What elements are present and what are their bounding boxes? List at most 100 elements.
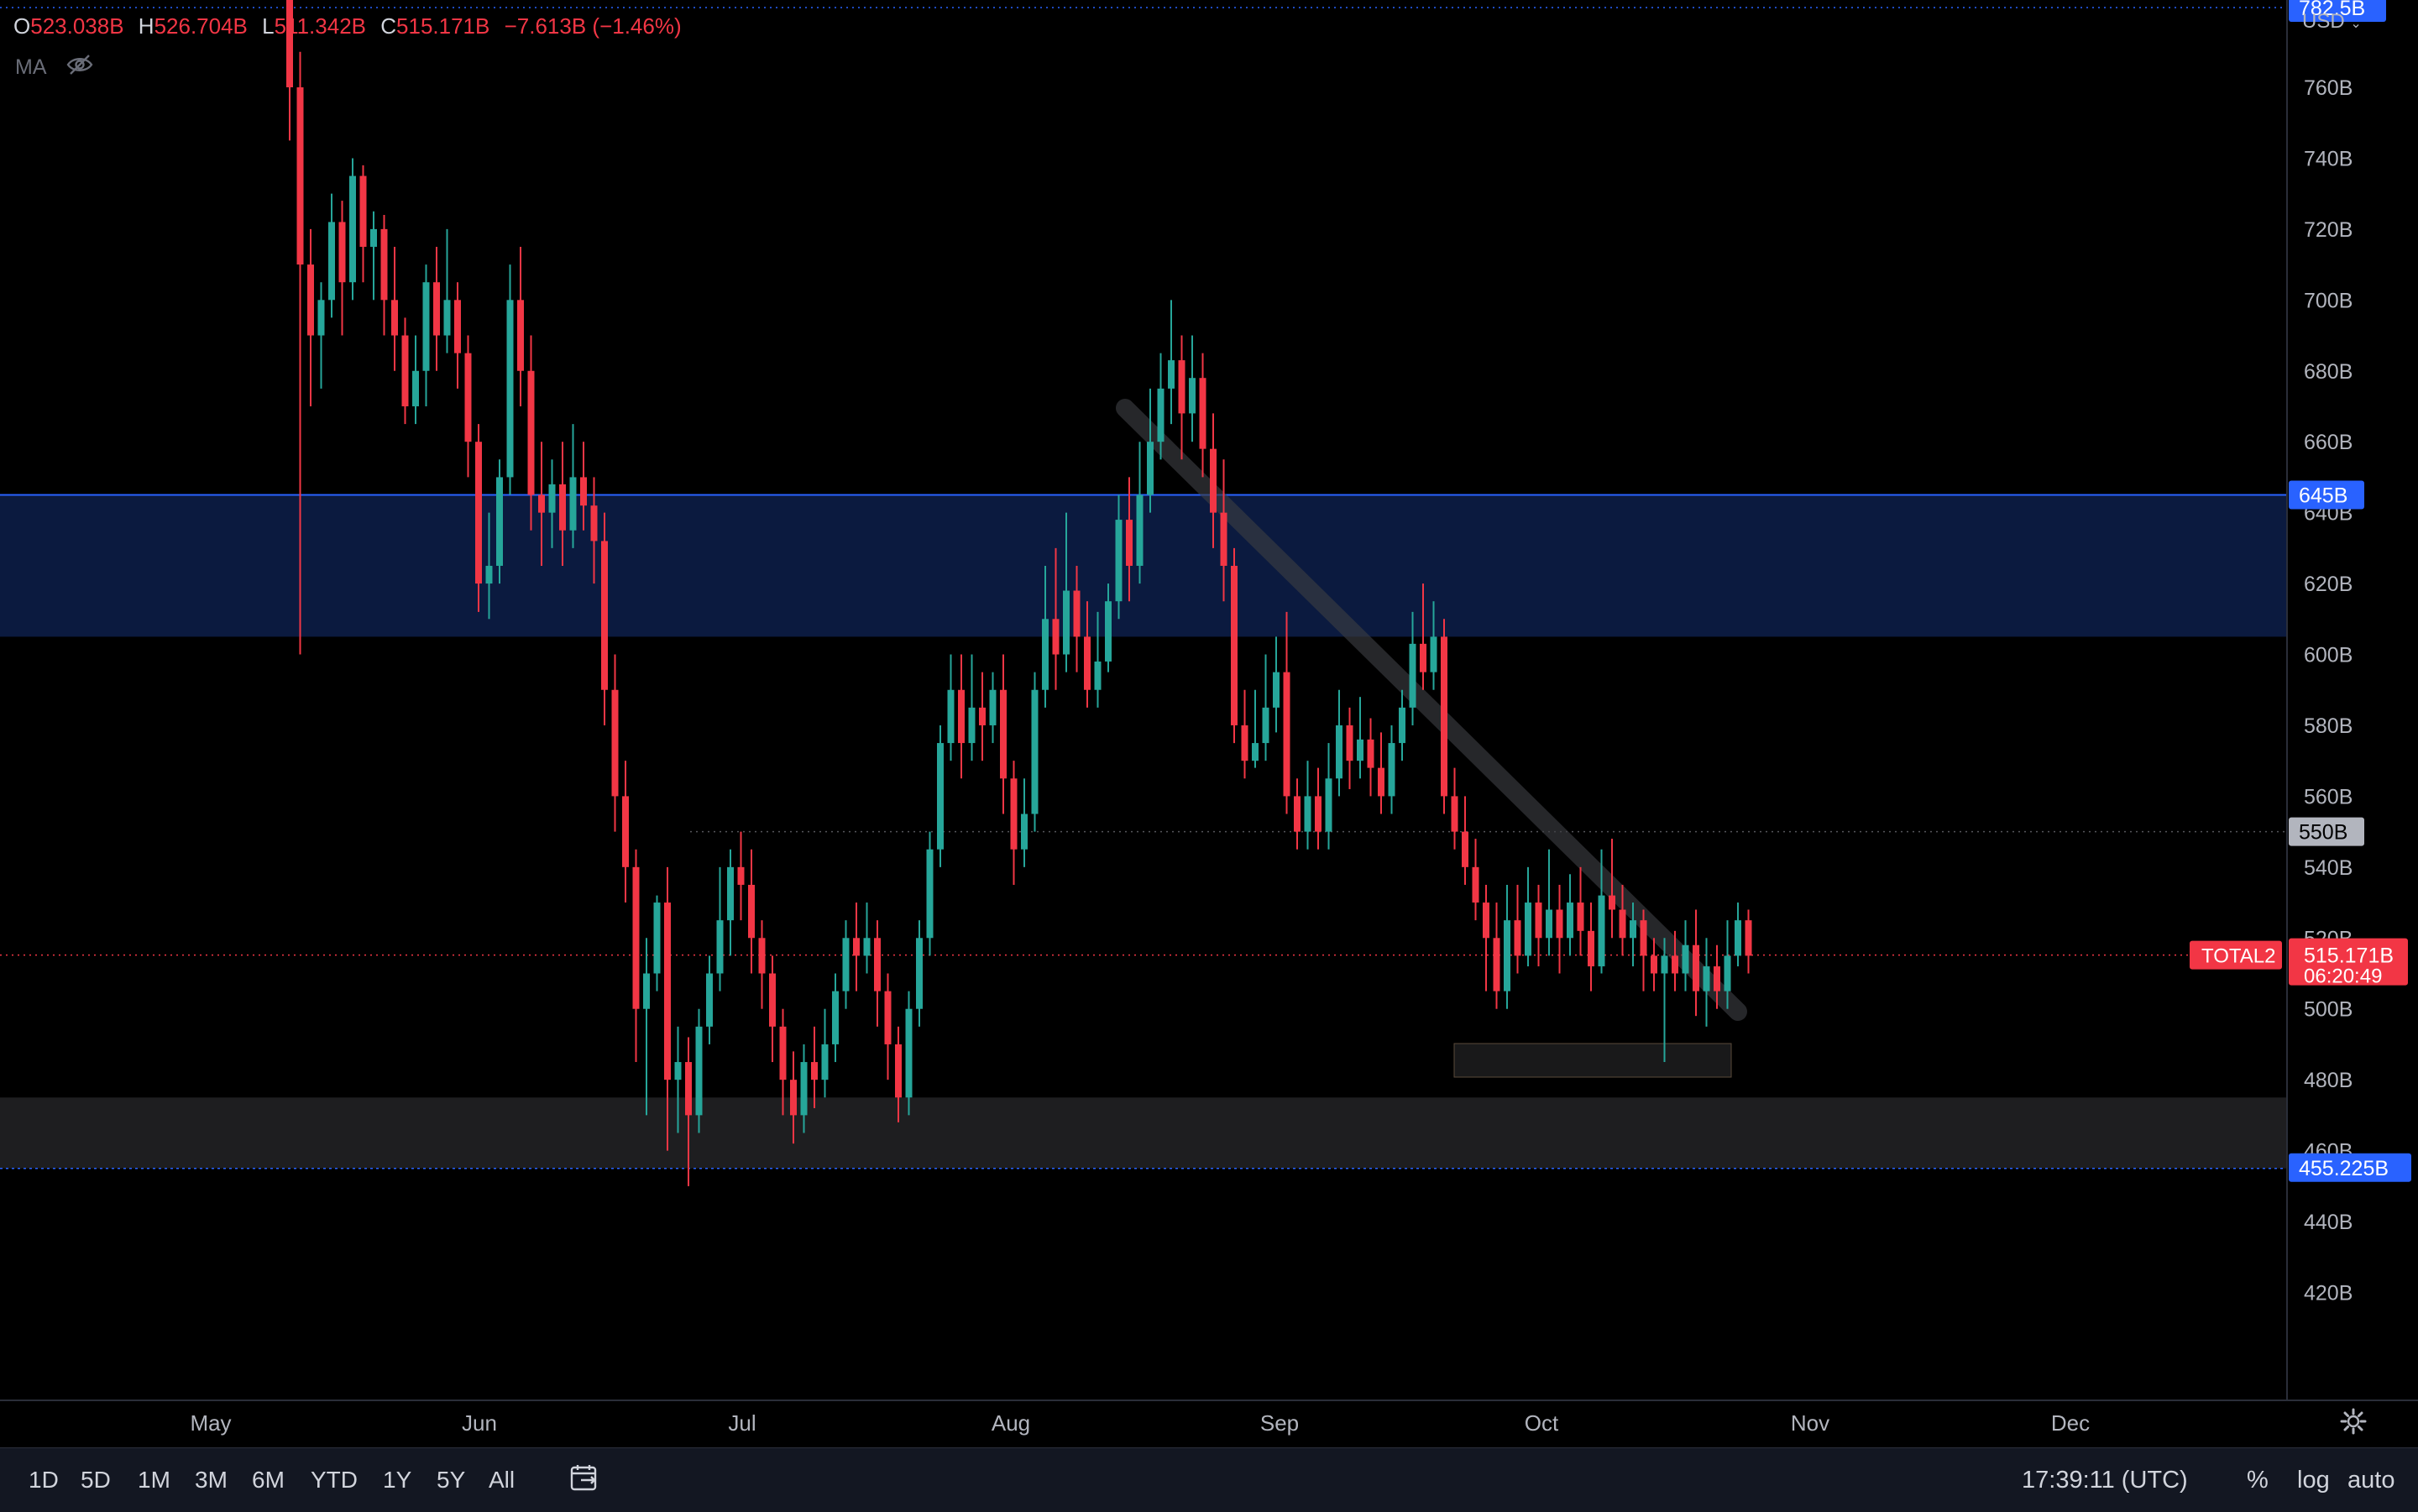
- candle[interactable]: [1556, 884, 1563, 974]
- candle[interactable]: [485, 512, 493, 620]
- candle[interactable]: [779, 1008, 787, 1116]
- candle[interactable]: [496, 459, 503, 584]
- utc-clock[interactable]: 17:39:11 (UTC): [2022, 1467, 2188, 1494]
- range-5y-button[interactable]: 5Y: [437, 1467, 466, 1493]
- candle[interactable]: [433, 246, 440, 371]
- candle[interactable]: [1115, 494, 1123, 620]
- candle[interactable]: [1147, 388, 1154, 513]
- candle[interactable]: [401, 317, 409, 425]
- candle[interactable]: [370, 211, 377, 301]
- candle[interactable]: [1136, 442, 1144, 584]
- candle[interactable]: [758, 920, 766, 1009]
- candle[interactable]: [1577, 866, 1584, 956]
- candle[interactable]: [1105, 583, 1112, 672]
- candle[interactable]: [874, 920, 881, 1027]
- candle[interactable]: [1525, 866, 1531, 967]
- candle[interactable]: [538, 442, 545, 566]
- candle[interactable]: [1231, 547, 1238, 744]
- candle[interactable]: [1052, 547, 1060, 690]
- candle[interactable]: [1262, 654, 1269, 761]
- candle[interactable]: [622, 761, 629, 903]
- candle[interactable]: [1483, 884, 1489, 991]
- candle[interactable]: [1693, 909, 1699, 1017]
- candle[interactable]: [443, 228, 451, 353]
- go-to-date-icon[interactable]: [569, 1463, 601, 1496]
- candle[interactable]: [800, 1044, 808, 1133]
- candle[interactable]: [590, 477, 598, 584]
- candle[interactable]: [349, 158, 356, 301]
- candle[interactable]: [1609, 839, 1615, 939]
- candle[interactable]: [895, 1026, 902, 1122]
- candle[interactable]: [1010, 761, 1018, 885]
- candle[interactable]: [937, 725, 944, 867]
- candle[interactable]: [1210, 413, 1217, 548]
- candle[interactable]: [1273, 636, 1280, 733]
- candle[interactable]: [1336, 689, 1342, 797]
- auto-scale-toggle[interactable]: auto: [2347, 1467, 2395, 1494]
- range-6m-button[interactable]: 6M: [252, 1467, 285, 1493]
- candle[interactable]: [1304, 761, 1311, 850]
- candle[interactable]: [307, 228, 314, 406]
- candle[interactable]: [611, 654, 619, 832]
- candle[interactable]: [1325, 743, 1332, 850]
- candle[interactable]: [716, 866, 724, 991]
- candle[interactable]: [412, 335, 419, 425]
- candle[interactable]: [706, 955, 713, 1044]
- candle[interactable]: [748, 849, 755, 974]
- range-3m-button[interactable]: 3M: [195, 1467, 228, 1493]
- percent-scale-toggle[interactable]: %: [2247, 1467, 2269, 1494]
- range-5d-button[interactable]: 5D: [81, 1467, 111, 1493]
- candle[interactable]: [1189, 335, 1196, 442]
- candle[interactable]: [1063, 512, 1070, 672]
- candle[interactable]: [527, 335, 535, 531]
- candle[interactable]: [1661, 938, 1668, 1063]
- candle[interactable]: [1031, 672, 1039, 832]
- candle[interactable]: [1724, 920, 1731, 1009]
- candle[interactable]: [853, 902, 860, 991]
- candle[interactable]: [391, 246, 398, 371]
- eye-off-icon[interactable]: [65, 54, 94, 81]
- candle[interactable]: [1178, 335, 1185, 460]
- candle[interactable]: [286, 0, 293, 141]
- candle[interactable]: [1000, 654, 1007, 814]
- candle[interactable]: [1294, 778, 1301, 850]
- candle[interactable]: [643, 938, 650, 1116]
- candle[interactable]: [548, 459, 556, 548]
- candle[interactable]: [632, 849, 640, 1063]
- candle[interactable]: [1714, 944, 1720, 1009]
- candle[interactable]: [1504, 884, 1510, 1009]
- candle[interactable]: [685, 1037, 692, 1186]
- candle[interactable]: [328, 193, 335, 318]
- candle[interactable]: [811, 1026, 818, 1108]
- chevron-down-icon[interactable]: ⌄: [2350, 17, 2362, 31]
- candle[interactable]: [1084, 601, 1091, 708]
- range-ytd-button[interactable]: YTD: [311, 1467, 358, 1493]
- candle[interactable]: [601, 512, 608, 725]
- candle[interactable]: [769, 955, 776, 1063]
- candle[interactable]: [1630, 902, 1636, 967]
- candle[interactable]: [1598, 849, 1605, 974]
- candle[interactable]: [1021, 778, 1028, 867]
- candle[interactable]: [464, 335, 472, 478]
- candle[interactable]: [695, 1008, 703, 1133]
- candle[interactable]: [1745, 909, 1752, 974]
- candle[interactable]: [1346, 707, 1353, 789]
- candle[interactable]: [1535, 884, 1542, 967]
- candle[interactable]: [1451, 767, 1458, 850]
- candle[interactable]: [1672, 930, 1678, 991]
- gear-icon[interactable]: [2339, 1407, 2368, 1440]
- candle[interactable]: [317, 282, 325, 389]
- candle[interactable]: [380, 214, 388, 336]
- candle[interactable]: [790, 1051, 797, 1144]
- candle[interactable]: [1651, 938, 1657, 991]
- candle[interactable]: [1220, 459, 1227, 602]
- candle[interactable]: [1462, 796, 1468, 885]
- candle[interactable]: [989, 672, 997, 744]
- candle[interactable]: [727, 849, 734, 956]
- candle[interactable]: [1168, 300, 1175, 425]
- candle[interactable]: [569, 424, 577, 548]
- candle[interactable]: [1472, 839, 1479, 921]
- range-1d-button[interactable]: 1D: [29, 1467, 59, 1493]
- candle[interactable]: [1283, 611, 1290, 814]
- ma-indicator-label[interactable]: MA: [15, 55, 47, 79]
